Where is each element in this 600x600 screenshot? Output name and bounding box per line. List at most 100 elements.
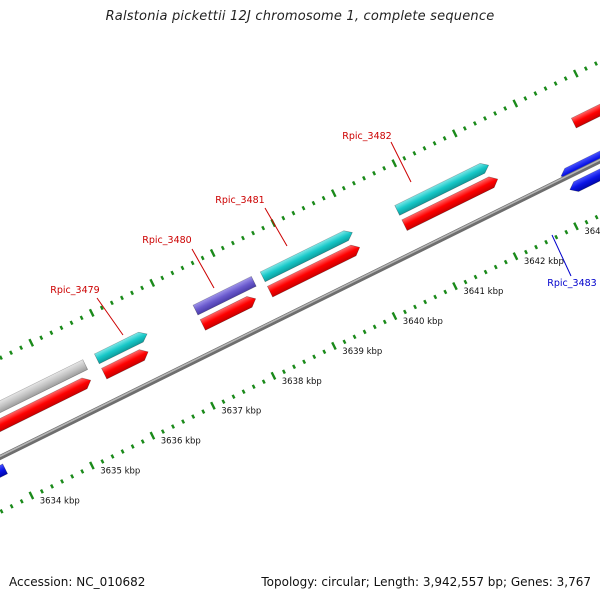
scale-label: 3634 kbp [40, 496, 80, 506]
scale-tick-minor [100, 459, 105, 464]
scale-tick-minor [69, 320, 74, 326]
scale-tick-minor [362, 175, 366, 181]
scale-tick-major [572, 69, 579, 78]
scale-tick-minor [341, 185, 346, 191]
scale-tick-major [391, 159, 398, 168]
scale-tick-minor [473, 274, 478, 280]
scale-tick-minor [584, 219, 589, 225]
scale-tick-minor [321, 195, 326, 201]
scale-tick-minor [160, 275, 165, 281]
leader-line-rpic-3481 [264, 207, 288, 247]
cds-block [199, 291, 257, 331]
scale-tick-minor [49, 330, 54, 336]
scale-tick-minor [524, 249, 528, 255]
gene-label-rpic-3482: Rpic_3482 [342, 131, 391, 142]
scale-tick-minor [109, 300, 114, 306]
scale-tick-major [573, 222, 579, 231]
scale-tick-minor [493, 111, 498, 116]
scale-tick-minor [544, 239, 549, 245]
leader-line-rpic-3480 [191, 248, 215, 289]
scale-tick-minor [190, 260, 195, 266]
scale-tick-minor [79, 315, 84, 321]
scale-tick-minor [433, 294, 438, 300]
scale-tick-minor [352, 334, 357, 340]
scale-tick-minor [503, 259, 508, 265]
scale-tick-minor [553, 81, 558, 86]
scale-tick-minor [140, 439, 145, 444]
scale-tick-minor [412, 150, 417, 156]
map-track-group [0, 61, 600, 514]
scale-tick-minor [301, 205, 306, 211]
scale-tick-minor [39, 489, 44, 494]
scale-tick-minor [221, 399, 226, 404]
scale-tick-major [391, 311, 398, 321]
scale-tick-minor [201, 409, 206, 414]
scale-tick-minor [130, 290, 135, 296]
scale-tick-minor [50, 484, 54, 489]
scale-tick-minor [594, 61, 598, 66]
scale-tick-major [330, 189, 337, 198]
cds-block [570, 97, 600, 129]
genome-backbone [0, 137, 600, 479]
upper-tick-row [0, 61, 598, 361]
scale-tick-minor [110, 454, 115, 459]
leader-line-rpic-3483 [551, 234, 572, 277]
gene-block-gray [0, 354, 89, 441]
scale-tick-major [210, 401, 216, 410]
scale-tick-minor [251, 230, 256, 236]
gene-label-rpic-3480: Rpic_3480 [142, 235, 191, 246]
scale-tick-major [88, 308, 95, 317]
scale-tick-minor [432, 141, 437, 146]
gene-label-rpic-3481: Rpic_3481 [215, 195, 264, 206]
scale-tick-minor [119, 295, 124, 301]
scale-tick-minor [292, 364, 297, 370]
scale-tick-minor [191, 414, 196, 419]
cds-block [401, 171, 499, 231]
scale-tick-major [149, 431, 156, 440]
scale-tick-minor [594, 214, 599, 220]
scale-tick-minor [483, 116, 487, 121]
scale-tick-minor [402, 155, 407, 161]
scale-tick-minor [99, 305, 104, 311]
scale-tick-minor [382, 165, 387, 171]
scale-tick-minor [442, 136, 447, 141]
scale-tick-major [28, 491, 35, 500]
scale-tick-minor [372, 170, 377, 176]
scale-tick-minor [563, 76, 568, 81]
scale-tick-minor [251, 384, 256, 390]
cds-block [0, 373, 92, 452]
scale-tick-major [209, 248, 216, 258]
scale-tick-minor [80, 469, 85, 474]
scale-tick-major [331, 341, 337, 351]
scale-tick-minor [564, 229, 569, 235]
scale-tick-minor [322, 349, 327, 355]
map-title: Ralstonia pickettii 12J chromosome 1, co… [105, 9, 495, 24]
scale-tick-minor [60, 479, 65, 484]
scale-tick-minor [9, 503, 14, 509]
genome-backbone-highlight [0, 137, 600, 477]
scale-tick-minor [0, 508, 4, 514]
gene-block-blue [558, 119, 600, 179]
scale-tick-minor [463, 279, 468, 285]
lower-gene-track [0, 119, 600, 490]
scale-tick-minor [462, 126, 467, 131]
scale-tick-minor [200, 255, 205, 261]
scale-tick-minor [362, 329, 367, 335]
scale-tick-minor [422, 146, 427, 151]
scale-tick-minor [19, 499, 24, 504]
scale-tick-minor [312, 354, 317, 360]
scale-tick-minor [382, 319, 387, 325]
scale-tick-minor [583, 66, 588, 71]
scale-tick-minor [70, 474, 75, 479]
sequence-summary: Topology: circular; Length: 3,942,557 bp… [261, 575, 591, 589]
scale-tick-minor [554, 234, 559, 240]
scale-tick-minor [534, 244, 539, 250]
scale-tick-minor [241, 235, 245, 241]
scale-tick-minor [281, 369, 286, 375]
gene-block-purple [192, 271, 257, 316]
gene-block-cyan [394, 158, 490, 216]
scale-tick-minor [493, 264, 498, 270]
scale-tick-minor [19, 345, 24, 351]
scale-tick-major [512, 99, 519, 108]
